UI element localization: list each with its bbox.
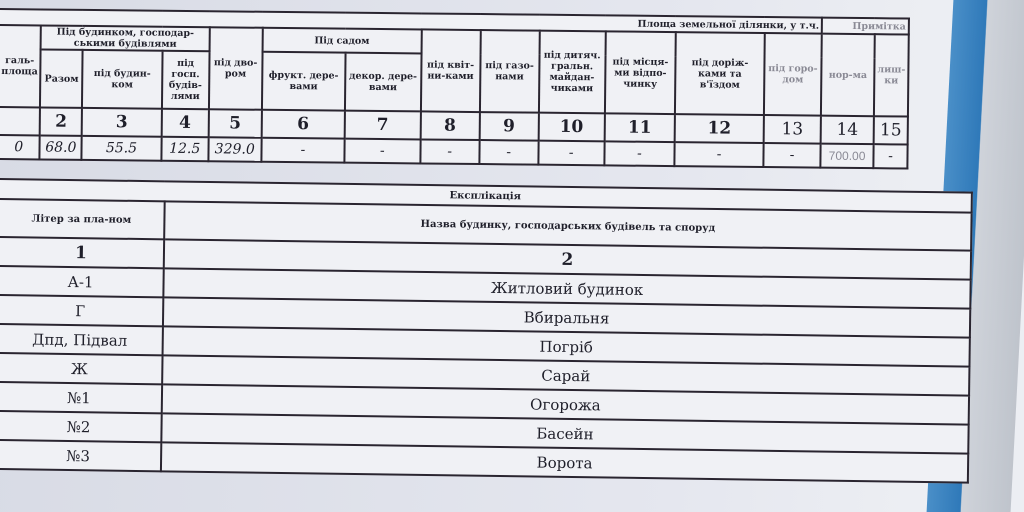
col-num: 10: [538, 112, 605, 142]
total-area-header: галь- площа: [0, 25, 42, 108]
cell-value: -: [479, 140, 539, 165]
letter-cell: №2: [0, 410, 162, 443]
col-num: [0, 107, 41, 136]
land-area-table: Площа земельної ділянки, у т.ч. Примітка…: [0, 8, 910, 170]
cell-value: -: [873, 144, 908, 169]
letter-cell: №3: [0, 439, 162, 472]
col-num: 13: [763, 115, 822, 144]
header-fruit-trees: фрукт. дере-вами: [261, 51, 346, 111]
buildings-group-header: Під будинком, господар-ськими будівлями: [40, 25, 210, 52]
col-num: 1: [0, 237, 165, 269]
cell-value: -: [344, 138, 421, 164]
note-header: Примітка: [821, 17, 909, 35]
col-num: 2: [40, 107, 83, 136]
cell-value: -: [604, 141, 675, 167]
header-under-house: під будин-ком: [82, 49, 163, 109]
col-num: 14: [820, 115, 874, 145]
header-letter: Літер за пла-ном: [0, 199, 165, 240]
col-num: 11: [604, 113, 676, 143]
col-num: 15: [873, 116, 908, 145]
cell-value: -: [420, 139, 480, 165]
cell-value: 68.0: [39, 135, 82, 160]
letter-cell: Г: [0, 295, 164, 327]
letter-cell: Дпд, Підвал: [0, 323, 163, 356]
header-flowers: під квіт-ни-ками: [420, 29, 481, 113]
letter-cell: №1: [0, 381, 163, 414]
header-lawns: під газо-нами: [479, 30, 540, 113]
cell-value: -: [763, 143, 821, 168]
letter-cell: Ж: [0, 352, 163, 385]
header-playgrounds: під дитяч. гральн. майдан-чиками: [538, 30, 606, 114]
header-decor-trees: декор. дере-вами: [344, 52, 422, 112]
header-excess: лиш-ки: [873, 34, 909, 117]
cell-value: -: [261, 137, 345, 163]
col-num: 3: [81, 107, 162, 137]
col-num: 9: [479, 112, 539, 141]
header-vegetable-garden: під горо-дом: [763, 33, 822, 116]
col-num: 8: [420, 111, 480, 141]
cell-value: 0: [0, 135, 41, 160]
cell-value: 329.0: [208, 137, 262, 162]
col-num: 6: [261, 109, 345, 139]
cell-value: 55.5: [81, 135, 162, 161]
cell-value: -: [538, 140, 605, 166]
header-rest-areas: під місця-ми відпо-чинку: [604, 31, 676, 115]
garden-group-header: Під садом: [262, 27, 422, 54]
header-total: Разом: [40, 49, 83, 108]
cell-value: -: [674, 142, 764, 168]
col-num: 4: [161, 108, 209, 138]
col-num: 7: [344, 110, 421, 140]
cell-value: 12.5: [161, 136, 209, 162]
header-yard: під дво-ром: [208, 27, 263, 110]
col-num: 12: [674, 114, 764, 144]
letter-cell: А-1: [0, 266, 164, 298]
header-under-outbuildings: під госп. будів-лями: [161, 50, 210, 110]
col-num: 5: [208, 109, 262, 138]
header-norm: нор-ма: [821, 33, 875, 117]
cell-value: 700.00: [820, 143, 874, 169]
header-paths: під доріж-ками та в'їздом: [675, 32, 765, 116]
explication-table: Експлікація Літер за пла-ном Назва будин…: [0, 178, 973, 484]
